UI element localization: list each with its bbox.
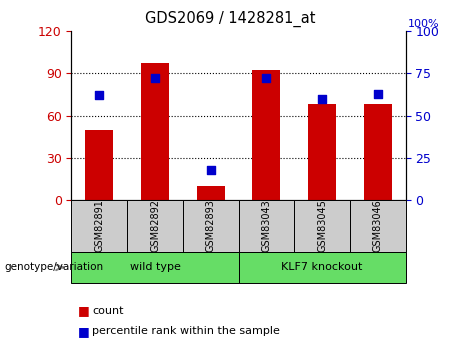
Bar <box>364 104 392 200</box>
Text: GSM83045: GSM83045 <box>317 199 327 253</box>
Text: GSM83046: GSM83046 <box>373 200 383 252</box>
Point <box>319 96 326 101</box>
Bar <box>127 200 183 252</box>
Text: ■: ■ <box>78 325 90 338</box>
Bar <box>308 104 336 200</box>
Text: percentile rank within the sample: percentile rank within the sample <box>92 326 280 336</box>
Point <box>95 92 103 98</box>
Text: 100%: 100% <box>408 19 440 29</box>
Point <box>151 76 159 81</box>
Text: GSM82891: GSM82891 <box>95 199 104 253</box>
Text: count: count <box>92 306 124 315</box>
Bar <box>141 63 169 200</box>
Bar <box>85 130 113 200</box>
Text: wild type: wild type <box>130 263 180 272</box>
Text: KLF7 knockout: KLF7 knockout <box>281 263 363 272</box>
Bar <box>294 200 350 252</box>
Bar <box>71 252 239 283</box>
Bar <box>71 200 127 252</box>
Text: GSM82893: GSM82893 <box>206 199 216 253</box>
Bar <box>253 70 280 200</box>
Point <box>207 167 214 172</box>
Bar <box>197 186 225 200</box>
Text: GDS2069 / 1428281_at: GDS2069 / 1428281_at <box>145 10 316 27</box>
Text: ■: ■ <box>78 304 90 317</box>
Bar <box>183 200 238 252</box>
Bar <box>350 200 406 252</box>
Point <box>263 76 270 81</box>
Text: genotype/variation: genotype/variation <box>5 263 104 272</box>
Point <box>374 91 382 96</box>
Text: GSM82892: GSM82892 <box>150 199 160 253</box>
Text: GSM83043: GSM83043 <box>261 200 272 252</box>
Bar <box>238 200 294 252</box>
Bar <box>238 252 406 283</box>
